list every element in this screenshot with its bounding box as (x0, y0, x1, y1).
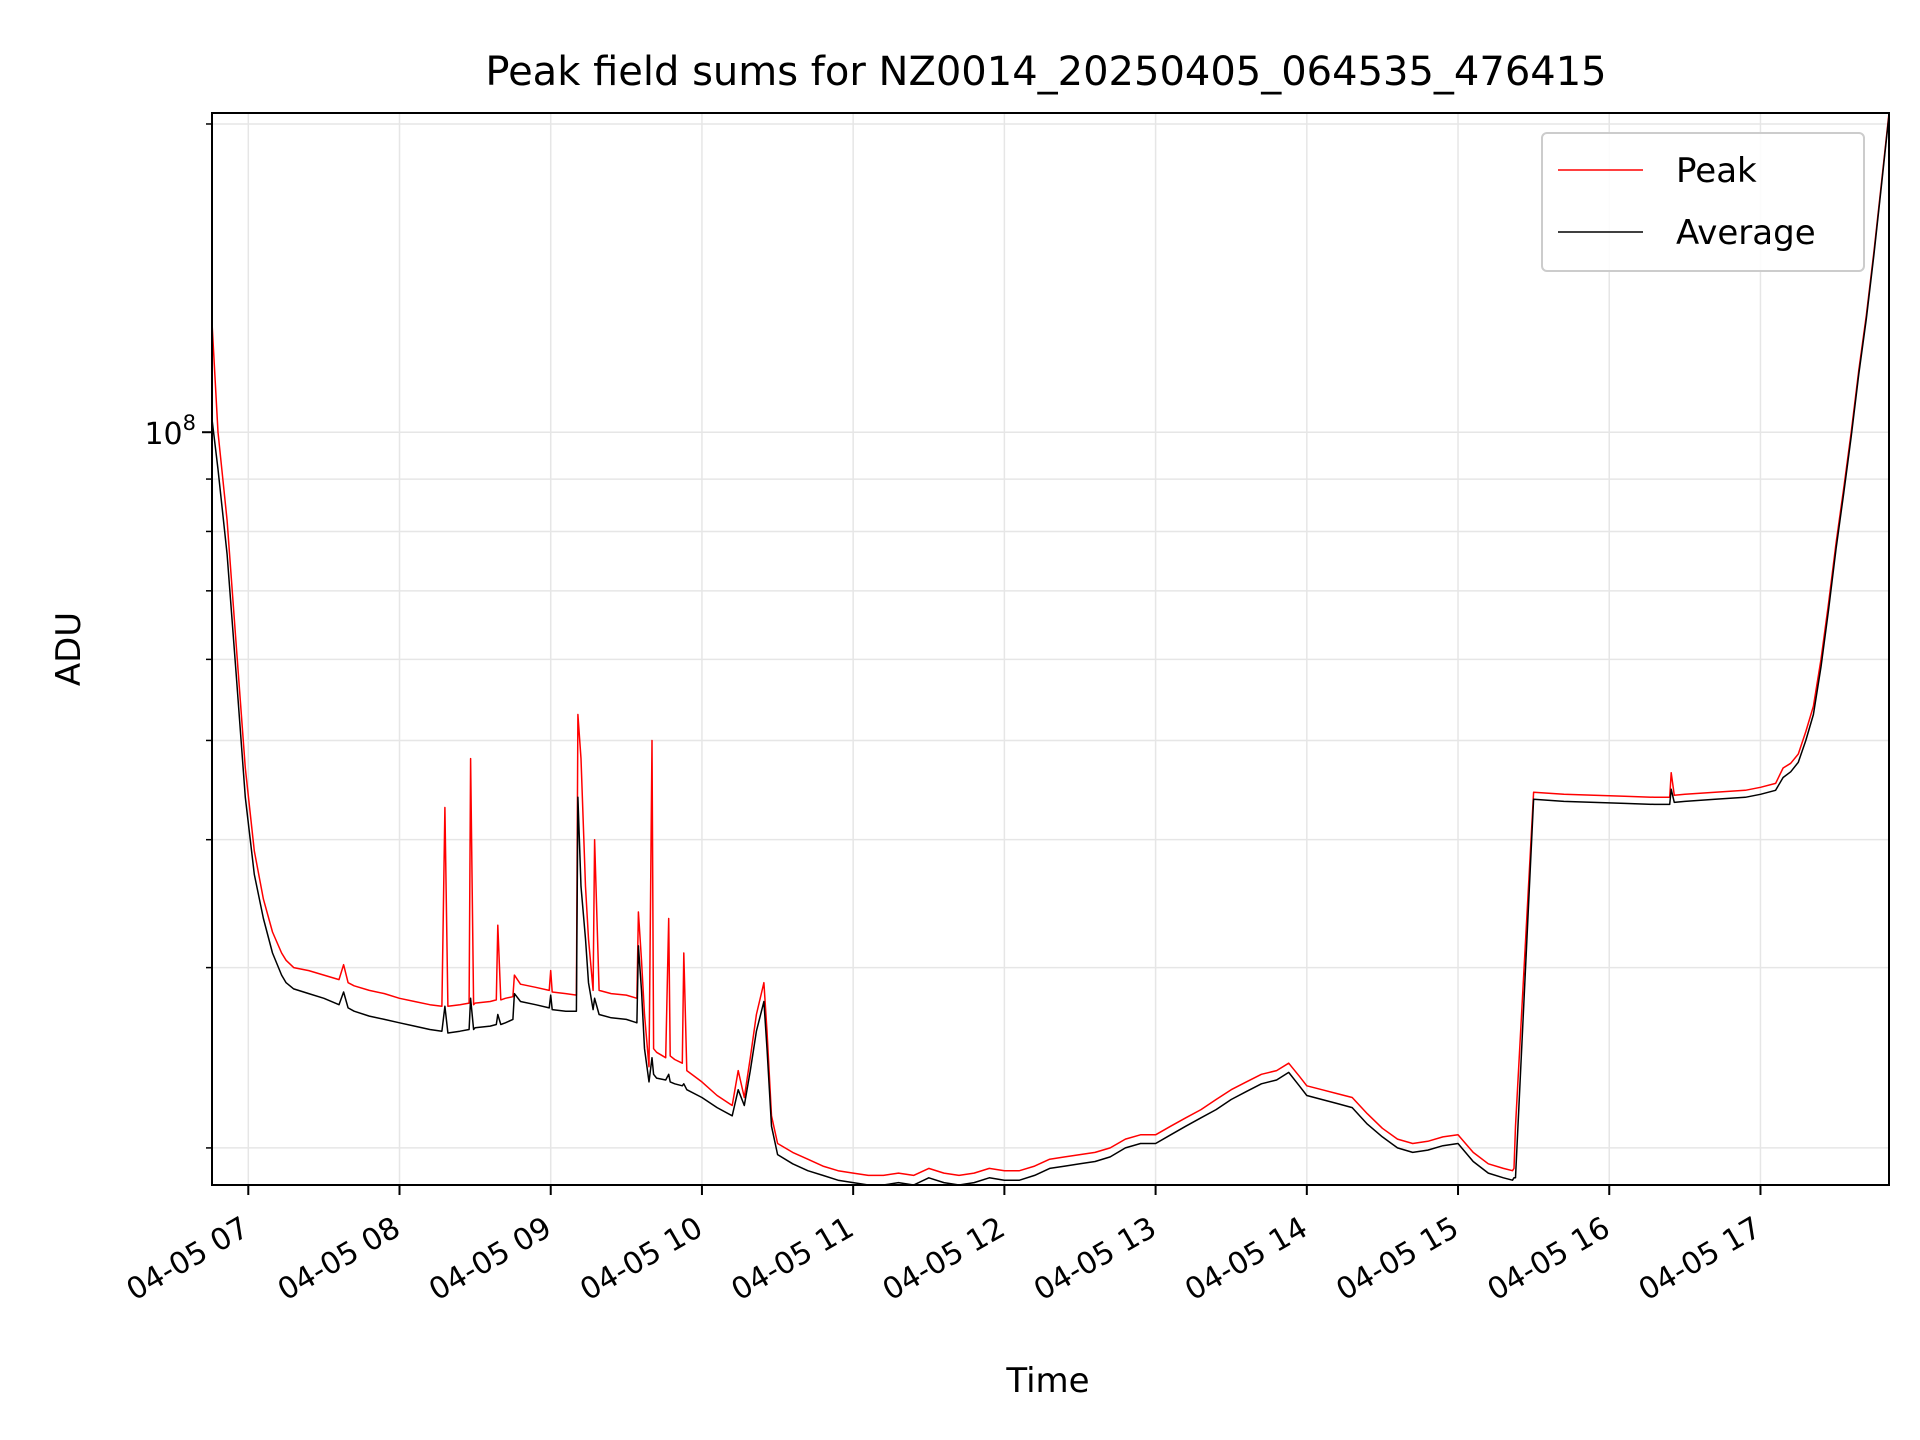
grid (212, 113, 1889, 1185)
series-layer (212, 113, 1889, 1185)
chart-title: Peak field sums for NZ0014_20250405_0645… (485, 49, 1606, 95)
y-axis-ticks: 108 (144, 123, 212, 1149)
legend-label-average: Average (1676, 213, 1816, 253)
legend-label-peak: Peak (1676, 151, 1757, 191)
x-axis-label: Time (1005, 1361, 1089, 1401)
series-line-peak (212, 113, 1889, 1177)
legend: Peak Average (1541, 132, 1865, 272)
y-axis-label: ADU (49, 612, 89, 686)
plot-frame (211, 112, 1890, 1186)
series-line-average (212, 115, 1889, 1185)
legend-box (1541, 132, 1865, 272)
y-tick-label: 108 (144, 411, 196, 452)
